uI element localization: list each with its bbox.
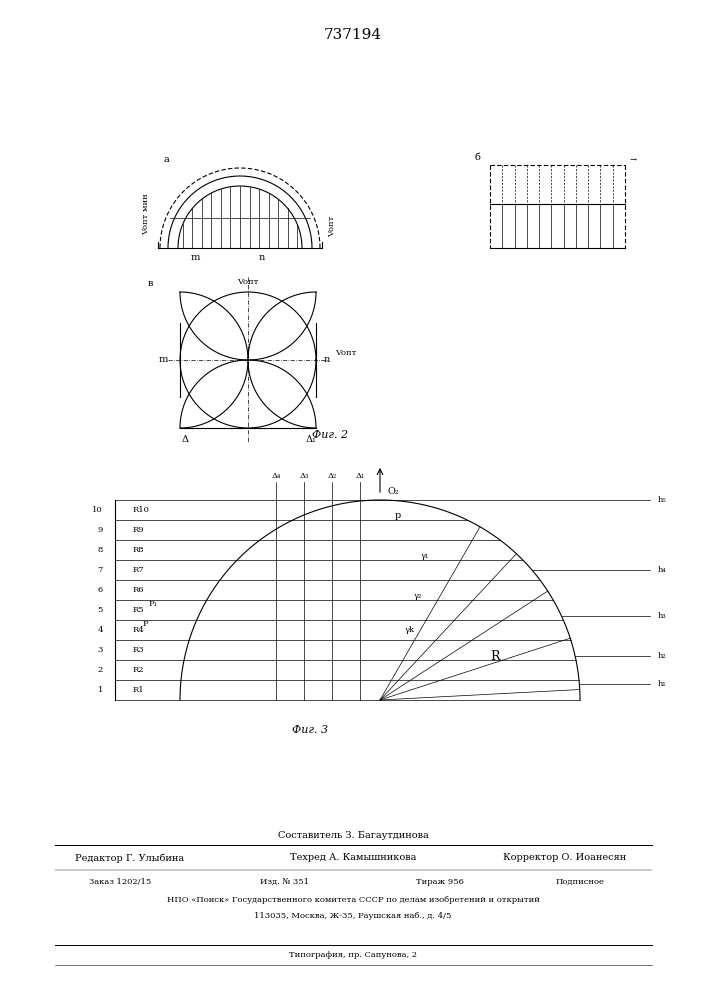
Text: →: → [630,156,637,164]
Text: P₁: P₁ [148,600,158,608]
Text: R6: R6 [133,586,144,594]
Text: Заказ 1202/15: Заказ 1202/15 [89,878,151,886]
Text: 9: 9 [98,526,103,534]
Text: 2: 2 [98,666,103,674]
Text: Составитель З. Багаутдинова: Составитель З. Багаутдинова [278,830,428,840]
Text: Типография, пр. Сапунова, 2: Типография, пр. Сапунова, 2 [289,951,417,959]
Text: 7: 7 [98,566,103,574]
Text: Тираж 956: Тираж 956 [416,878,464,886]
Text: Δ₃: Δ₃ [299,472,309,480]
Text: m: m [158,356,168,364]
Text: 10: 10 [93,506,103,514]
Text: R1: R1 [133,686,145,694]
Text: НПО «Поиск» Государственного комитета СССР по делам изобретений и открытий: НПО «Поиск» Государственного комитета СС… [167,896,539,904]
Text: Vопт: Vопт [238,278,259,286]
Text: γ₁: γ₁ [421,552,429,560]
Text: R7: R7 [133,566,145,574]
Text: γk: γk [405,626,415,634]
Text: 4: 4 [98,626,103,634]
Text: p: p [395,510,401,520]
Text: Фиг. 2: Фиг. 2 [312,430,348,440]
Text: h₃: h₃ [658,612,667,620]
Text: Изд. № 351: Изд. № 351 [260,878,310,886]
Text: m: m [191,253,200,262]
Text: 6: 6 [98,586,103,594]
Text: Фиг. 3: Фиг. 3 [292,725,328,735]
Text: 5: 5 [98,606,103,614]
Text: Техред А. Камышникова: Техред А. Камышникова [290,854,416,862]
Text: б: б [474,152,480,161]
Text: 113035, Москва, Ж-35, Раушская наб., д. 4/5: 113035, Москва, Ж-35, Раушская наб., д. … [255,912,452,920]
Text: R3: R3 [133,646,145,654]
Text: 737194: 737194 [324,28,382,42]
Text: Vопт: Vопт [328,216,336,237]
Text: R2: R2 [133,666,144,674]
Text: Δ₁: Δ₁ [305,436,317,444]
Text: h₁: h₁ [658,680,667,688]
Text: R9: R9 [133,526,145,534]
Text: R5: R5 [133,606,145,614]
Text: Δ₁: Δ₁ [356,472,365,480]
Text: 8: 8 [98,546,103,554]
Text: Vопт: Vопт [335,349,357,357]
Text: n: n [259,253,265,262]
Text: Редактор Г. Улыбина: Редактор Г. Улыбина [76,853,185,863]
Text: R: R [490,650,500,662]
Text: Vопт мин: Vопт мин [142,193,150,235]
Text: h₅: h₅ [658,496,667,504]
Text: Δ₂: Δ₂ [327,472,337,480]
Text: R4: R4 [133,626,145,634]
Text: 3: 3 [98,646,103,654]
Text: n: n [324,356,330,364]
Text: h₂: h₂ [658,652,667,660]
Text: Δ₄: Δ₄ [271,472,281,480]
Text: γ₂: γ₂ [414,592,422,600]
Text: в: в [147,279,153,288]
Text: Подписное: Подписное [556,878,604,886]
Text: O₂: O₂ [388,488,399,496]
Text: а: а [163,155,169,164]
Text: Корректор О. Иоанесян: Корректор О. Иоанесян [503,854,626,862]
Text: Δ: Δ [182,436,189,444]
Text: R8: R8 [133,546,145,554]
Text: 1: 1 [98,686,103,694]
Text: R10: R10 [133,506,150,514]
Text: h₄: h₄ [658,566,667,574]
Text: P: P [142,620,148,628]
